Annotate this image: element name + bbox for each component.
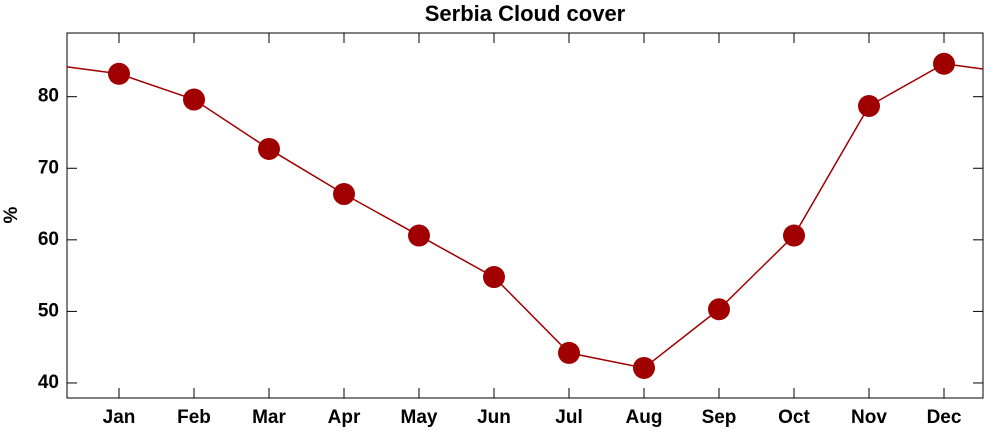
marker <box>633 356 655 379</box>
x-tick-label: Jul <box>555 407 582 428</box>
marker <box>408 224 430 247</box>
marker <box>483 266 505 289</box>
x-tick-label: Sep <box>702 407 737 428</box>
marker <box>708 298 730 321</box>
y-tick-label: 40 <box>38 372 59 393</box>
plot-frame <box>66 32 984 399</box>
x-tick-label: Jan <box>103 407 136 428</box>
marker <box>858 95 880 117</box>
y-tick-label: 60 <box>38 229 59 250</box>
marker <box>258 137 280 160</box>
line <box>118 63 945 369</box>
marker <box>183 88 205 111</box>
marker <box>558 341 580 364</box>
marker <box>108 62 130 85</box>
marker <box>333 183 355 206</box>
x-tick-label: Mar <box>252 407 286 428</box>
y-tick-label: 80 <box>38 86 59 107</box>
x-tick-label: Jun <box>477 407 511 428</box>
marker <box>783 224 805 247</box>
x-tick-label: Dec <box>927 407 962 428</box>
x-tick-label: Apr <box>328 407 361 428</box>
y-axis-label: % <box>1 206 22 223</box>
y-tick-label: 70 <box>38 157 59 178</box>
x-tick-label: Nov <box>851 407 887 428</box>
y-tick-label: 50 <box>38 300 59 321</box>
chart-title: Serbia Cloud cover <box>425 1 626 26</box>
x-tick-label: Oct <box>778 407 810 428</box>
x-tick-label: Feb <box>177 407 211 428</box>
x-tick-label: May <box>401 407 438 428</box>
marker <box>933 52 955 75</box>
x-tick-label: Aug <box>626 407 663 428</box>
